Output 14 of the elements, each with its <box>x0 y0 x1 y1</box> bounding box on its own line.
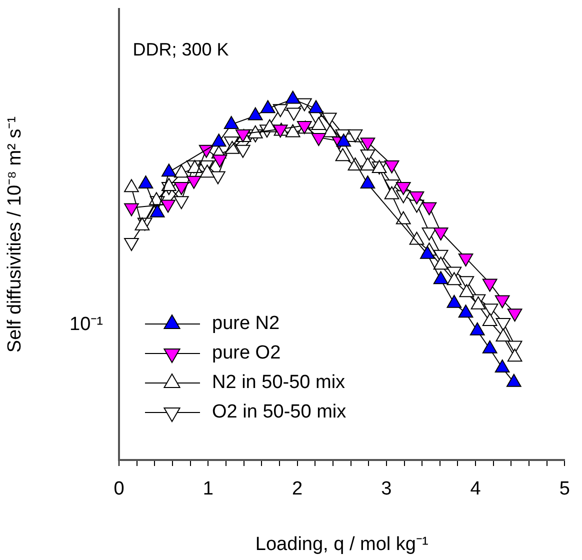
x-tick-label: 0 <box>114 478 124 500</box>
legend-label: pure N2 <box>212 313 280 334</box>
legend-label: N2 in 50-50 mix <box>212 372 346 394</box>
legend-label: pure O2 <box>212 342 281 364</box>
y-axis-title: Self diffusivities / 10⁻⁸ m² s⁻¹ <box>4 116 26 353</box>
x-axis-title: Loading, q / mol kg⁻¹ <box>255 534 428 555</box>
x-tick-label: 3 <box>381 478 392 500</box>
text: 10⁻¹ <box>70 314 103 336</box>
legend-label: O2 in 50-50 mix <box>212 402 347 423</box>
x-tick-label: 1 <box>202 478 214 500</box>
x-tick-label: 4 <box>470 478 482 500</box>
text: DDR; 300 K <box>132 40 229 60</box>
x-tick-label: 2 <box>292 478 303 500</box>
x-tick-label: 5 <box>559 478 570 500</box>
